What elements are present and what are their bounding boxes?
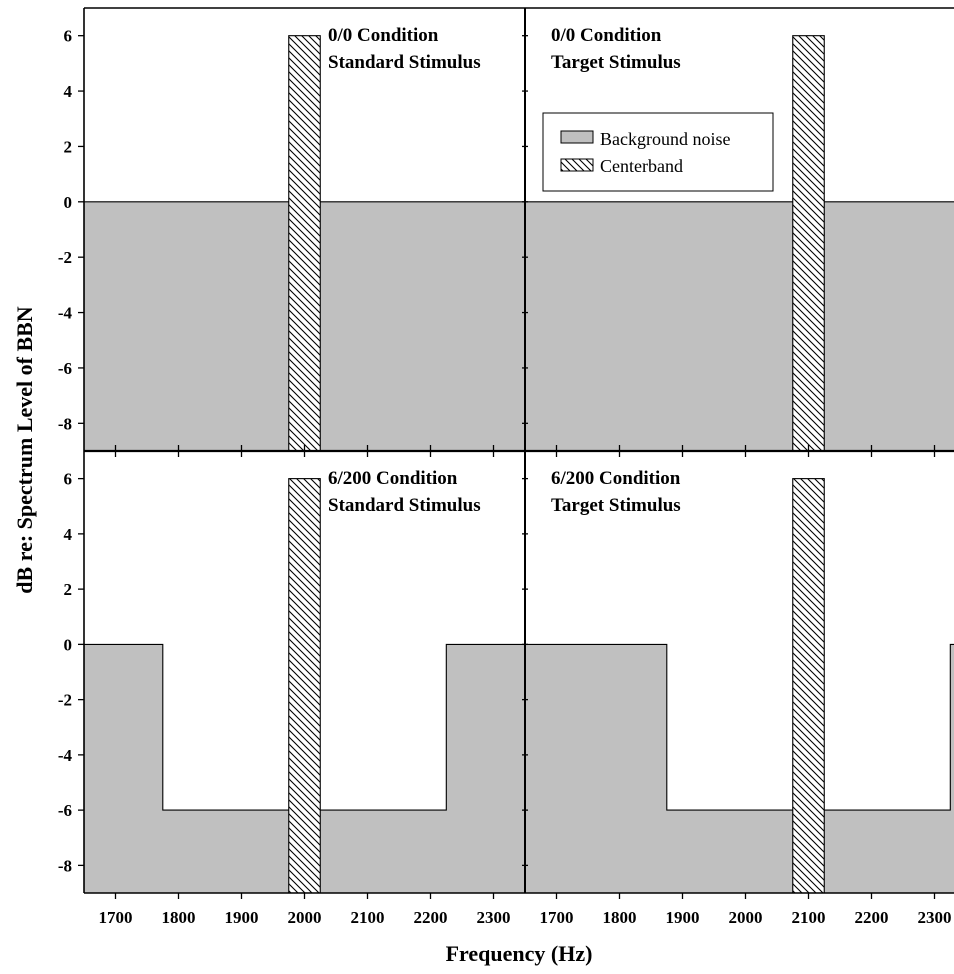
centerband-bar	[288, 35, 321, 451]
x-tick-label: 1700	[99, 908, 133, 927]
background-noise-area	[525, 643, 954, 893]
panel-1: 0/0 Condition Standard Stimulus 6 4 2 0 -2 -4 -6…	[58, 25, 525, 457]
x-tick-label: 1800	[603, 908, 637, 927]
background-noise-area	[525, 201, 954, 451]
x-tick-label: 2100	[792, 908, 826, 927]
panel-plot-area	[525, 35, 954, 451]
panel-title: 6/200 Condition	[551, 468, 681, 489]
legend-box	[542, 112, 774, 192]
x-axis-title: Frequency (Hz)	[446, 941, 593, 966]
y-tick-label: 4	[64, 82, 73, 101]
y-tick-label: 2	[64, 580, 73, 599]
y-tick-label: 6	[64, 27, 73, 46]
y-tick-label: -4	[58, 304, 73, 323]
panel-subtitle: Standard Stimulus	[328, 52, 481, 73]
panel-title: 0/0 Condition	[551, 25, 662, 46]
y-tick-label: 0	[64, 635, 73, 654]
y-tick-label: 0	[64, 193, 73, 212]
panel-4: 6/200 Condition Target Stimulus 1700 1800 19…	[522, 468, 954, 927]
panel-subtitle: Target Stimulus	[551, 495, 681, 516]
y-tick-label: 4	[64, 525, 73, 544]
panel-subtitle: Standard Stimulus	[328, 495, 481, 516]
panel-subtitle: Target Stimulus	[551, 52, 681, 73]
panel-plot-area	[84, 478, 525, 893]
y-tick-label: -2	[58, 691, 72, 710]
panel-title: 6/200 Condition	[328, 468, 458, 489]
centerband-bar	[792, 35, 825, 451]
x-tick-label: 2100	[351, 908, 385, 927]
x-tick-label: 2000	[288, 908, 322, 927]
y-tick-label: -6	[58, 359, 72, 378]
y-axis-title: dB re: Spectrum Level of BBN	[12, 306, 37, 594]
x-tick-label: 1900	[225, 908, 259, 927]
x-tick-label: 2200	[414, 908, 448, 927]
y-tick-label: -2	[58, 248, 72, 267]
y-tick-label: -8	[58, 414, 72, 433]
x-tick-label: 1800	[162, 908, 196, 927]
centerband-bar	[288, 478, 321, 893]
x-tick-label: 2200	[855, 908, 889, 927]
legend: Background noise Centerband	[542, 112, 774, 192]
x-tick-label: 2300	[477, 908, 511, 927]
x-tick-label: 2300	[918, 908, 952, 927]
y-tick-label: -4	[58, 746, 73, 765]
legend-swatch-centerband	[560, 158, 594, 172]
x-tick-label: 2000	[729, 908, 763, 927]
y-tick-label: 2	[64, 137, 73, 156]
axes-group	[83, 7, 954, 894]
panel-plot-area	[525, 478, 954, 893]
centerband-bar	[792, 478, 825, 893]
x-tick-label: 1900	[666, 908, 700, 927]
y-tick-label: -6	[58, 801, 72, 820]
panel-3: 6/200 Condition Standard Stimulus 6 4 2 0 -2 -4…	[58, 468, 525, 927]
legend-swatch-background-noise	[560, 130, 594, 144]
panels-group: 0/0 Condition Standard Stimulus 6 4 2 0 -2 -4 -6…	[58, 25, 954, 927]
legend-label-background-noise: Background noise	[600, 129, 730, 149]
panel-title: 0/0 Condition	[328, 25, 439, 46]
y-tick-label: 6	[64, 470, 73, 489]
legend-label-centerband: Centerband	[600, 156, 683, 176]
x-tick-label: 1700	[540, 908, 574, 927]
y-tick-label: -8	[58, 856, 72, 875]
panel-plot-area	[84, 35, 525, 451]
panel-2: 0/0 Condition Target Stimulus	[522, 25, 954, 457]
